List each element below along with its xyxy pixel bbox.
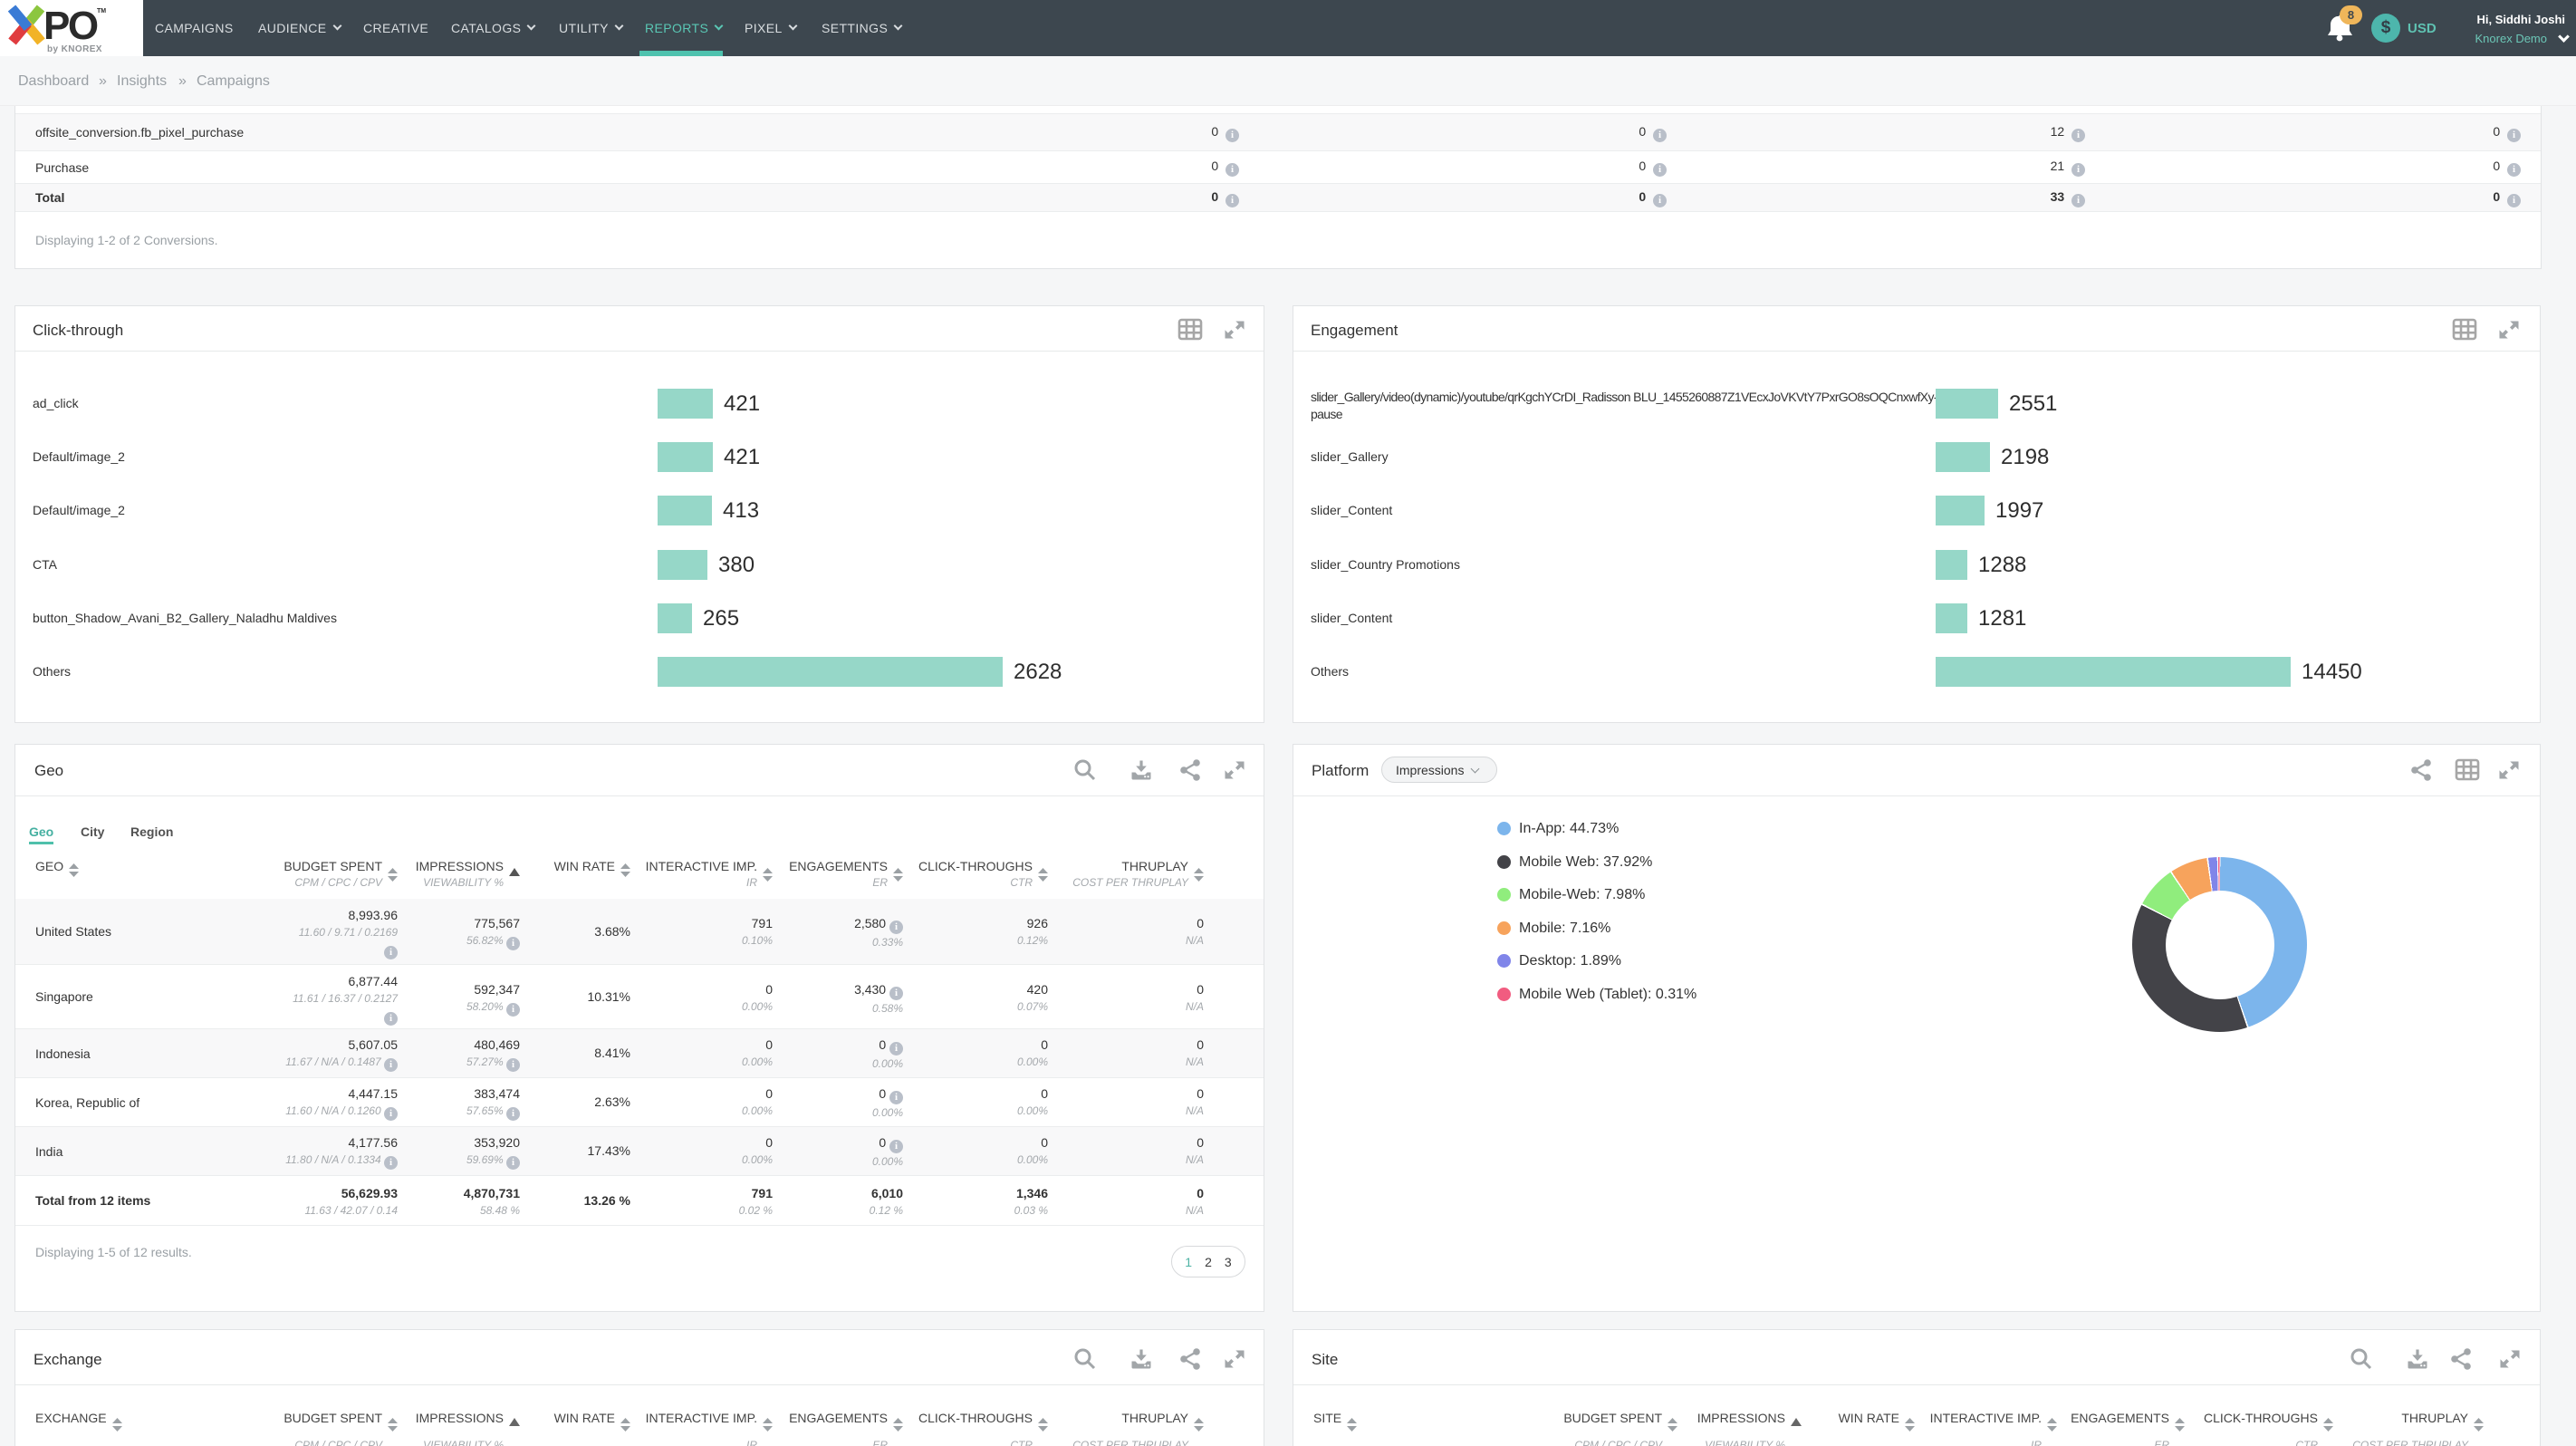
svg-text:PO: PO bbox=[43, 4, 98, 48]
svg-text:TM: TM bbox=[97, 8, 106, 14]
svg-text:by KNOREX: by KNOREX bbox=[47, 44, 102, 54]
